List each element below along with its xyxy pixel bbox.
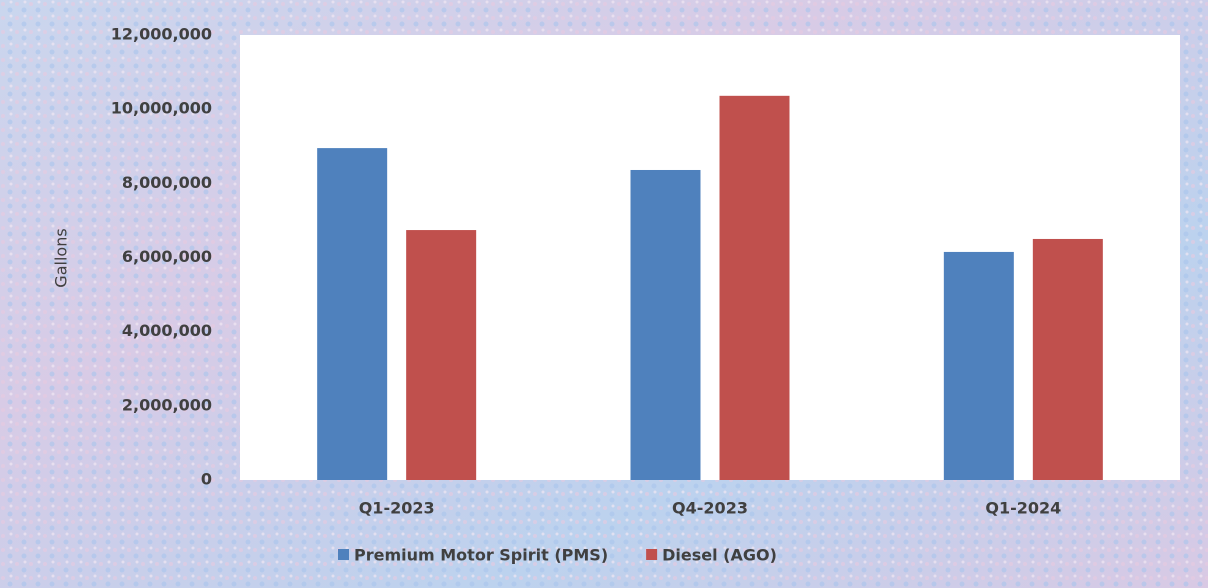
y-axis-label: Gallons xyxy=(52,228,71,287)
legend-label: Premium Motor Spirit (PMS) xyxy=(354,546,608,565)
y-tick-label: 6,000,000 xyxy=(122,247,212,266)
x-tick-label: Q4-2023 xyxy=(672,499,748,518)
bar xyxy=(943,251,1014,480)
y-tick-label: 4,000,000 xyxy=(122,321,212,340)
bar xyxy=(630,169,701,480)
y-tick-label: 12,000,000 xyxy=(111,25,212,44)
y-tick-label: 2,000,000 xyxy=(122,395,212,414)
plot-area xyxy=(240,35,1180,480)
x-tick-label: Q1-2023 xyxy=(359,499,435,518)
x-tick-label: Q1-2024 xyxy=(985,499,1061,518)
bar xyxy=(406,230,477,480)
y-tick-label: 0 xyxy=(201,470,212,489)
legend-swatch xyxy=(646,549,658,560)
bar xyxy=(317,148,388,480)
bar xyxy=(719,95,790,481)
bar xyxy=(1032,238,1103,480)
y-tick-label: 8,000,000 xyxy=(122,173,212,192)
legend-label: Diesel (AGO) xyxy=(662,546,777,565)
legend-swatch xyxy=(338,549,349,560)
y-tick-label: 10,000,000 xyxy=(111,99,212,118)
